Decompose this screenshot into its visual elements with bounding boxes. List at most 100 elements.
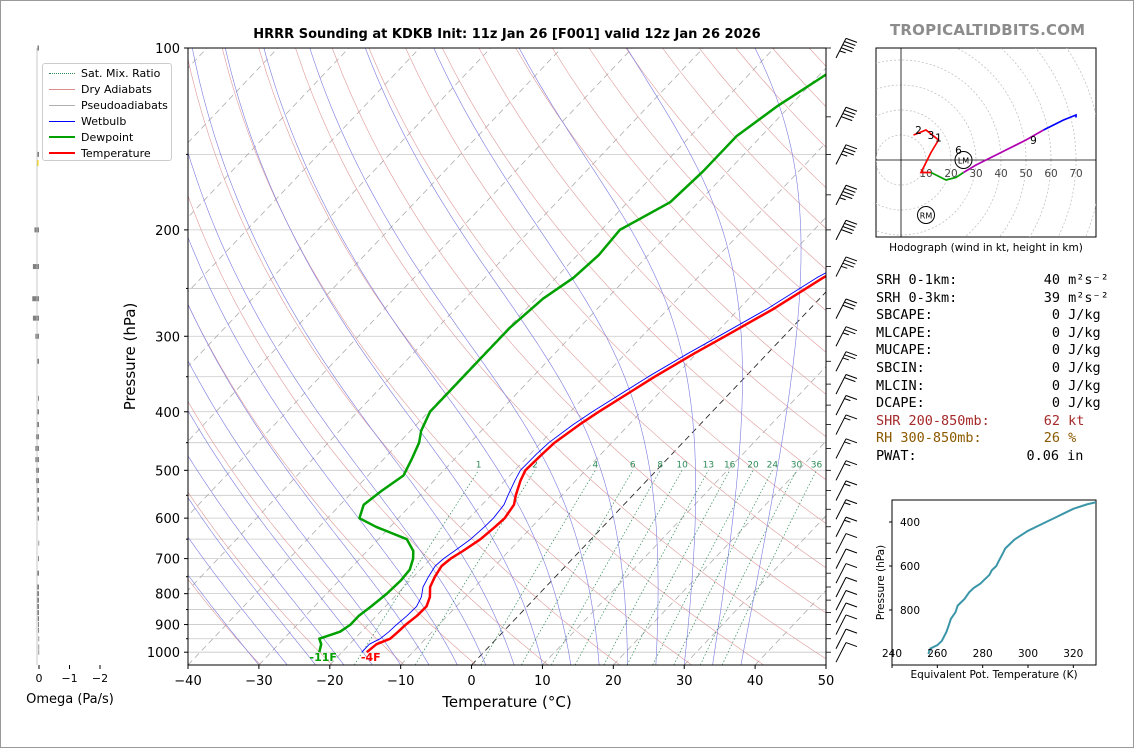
wind-barb-shaft <box>835 395 847 416</box>
wind-barb-shaft <box>835 38 847 59</box>
omega-bar <box>37 506 39 512</box>
mixing-ratio-label: 8 <box>657 460 663 470</box>
wind-barb <box>826 37 858 59</box>
hodograph-ring-label: 40 <box>994 168 1007 180</box>
wind-barb-half <box>844 441 851 445</box>
hodograph-segment <box>913 129 940 174</box>
mixing-ratio-line <box>721 470 817 665</box>
wind-barb-shaft <box>835 602 847 623</box>
wind-barb-feather <box>841 116 853 122</box>
wind-barb-shaft <box>835 185 847 206</box>
stat-label: SHR 200-850mb: <box>876 412 990 429</box>
stat-unit: J/kg <box>1060 324 1101 341</box>
theta-frame <box>891 499 1097 666</box>
mixing-ratio-label: 6 <box>630 460 636 470</box>
dry-adiabat-line <box>188 491 333 665</box>
theta-x-axis-title: Equivalent Pot. Temperature (K) <box>910 669 1077 681</box>
hodograph-marker-label: LM <box>958 157 969 166</box>
x-tick-label: −20 <box>316 674 343 689</box>
x-tick-label: −10 <box>387 674 414 689</box>
dry-adiabat-line <box>515 48 826 395</box>
wind-barb-shaft <box>835 438 847 459</box>
stat-label: DCAPE: <box>876 395 925 412</box>
omega-bar <box>37 603 39 609</box>
wind-barb-feather <box>844 301 856 307</box>
wind-barb-feather <box>845 106 858 112</box>
pseudoadiabat-line <box>225 48 543 665</box>
wind-barb-feather <box>845 628 858 634</box>
wind-barb-shaft <box>835 220 847 241</box>
wind-barb-feather <box>845 548 858 554</box>
stat-value: 62 <box>1043 412 1060 429</box>
isotherm-line <box>188 48 633 517</box>
wind-barb-shaft <box>835 374 847 395</box>
series-line-dewpoint <box>318 73 826 653</box>
wind-barb <box>826 499 858 520</box>
stat-unit: m²s⁻² <box>1060 289 1109 306</box>
wind-barb-feather <box>845 326 858 332</box>
theta-y-tick-label: 400 <box>900 517 920 529</box>
wind-barb-feather <box>845 37 858 43</box>
y-tick-label: 200 <box>155 224 180 239</box>
wind-barb-half <box>844 398 851 402</box>
mixing-ratio-line <box>574 470 683 665</box>
omega-bar <box>35 434 39 440</box>
omega-bar <box>37 584 39 590</box>
pseudoadiabat-line <box>188 455 345 665</box>
wind-barb-shaft <box>835 298 847 319</box>
wind-barb-feather <box>845 460 858 466</box>
mixing-ratio-label: 30 <box>791 460 803 470</box>
omega-bar <box>35 478 39 484</box>
pseudoadiabat-line <box>188 536 288 665</box>
wind-barb-feather <box>845 256 858 262</box>
pseudoadiabat-line <box>188 410 373 665</box>
mixing-ratio-line <box>550 470 661 665</box>
wind-barb-feather <box>842 150 854 156</box>
stat-row: SBCIN: 0 J/kg <box>876 360 1109 378</box>
x-tick-label: 30 <box>676 674 693 689</box>
wind-barb-feather <box>845 298 858 304</box>
theta-x-tick-label: 240 <box>882 648 902 660</box>
stat-value: 0 <box>1051 307 1060 324</box>
hodograph-marker-circle <box>954 151 973 169</box>
pseudoadiabat-line <box>740 48 802 665</box>
wind-barb-shaft <box>835 107 847 128</box>
pseudoadiabat-line <box>188 151 486 665</box>
wind-barb-feather <box>845 414 858 420</box>
pseudoadiabat-line <box>188 236 458 665</box>
isotherm-line <box>329 142 826 665</box>
legend-item-wetbulb: Wetbulb <box>49 113 126 129</box>
wind-barb-feather <box>845 374 858 379</box>
wind-barb-half <box>842 332 849 336</box>
dry-adiabat-line <box>331 48 826 614</box>
wind-barb-shaft <box>835 351 847 372</box>
wind-barb <box>826 628 858 649</box>
wind-barb-shaft <box>835 256 847 277</box>
stat-row: SRH 0-3km: 39 m²s⁻² <box>876 290 1109 308</box>
stat-unit: J/kg <box>1060 307 1101 324</box>
omega-bar <box>38 649 40 655</box>
omega-bar <box>36 597 39 603</box>
legend: Sat. Mix. Ratio Dry Adiabats Pseudoadiab… <box>42 63 172 161</box>
pseudoadiabat-line <box>188 497 316 665</box>
hodograph-height-label: 2 <box>915 125 922 137</box>
omega-bar <box>38 627 39 633</box>
y-tick-label: 100 <box>155 42 180 57</box>
stat-label: SRH 0-3km: <box>876 289 958 306</box>
wind-barb <box>826 184 858 206</box>
mixing-ratio-line <box>699 470 797 665</box>
y-tick-label: 300 <box>155 330 180 345</box>
stat-label: MLCIN: <box>876 377 925 394</box>
stat-value: 26 <box>1043 430 1060 447</box>
wind-barb-feather <box>845 516 858 522</box>
wind-barb-feather <box>845 533 858 539</box>
wind-barb-feather <box>845 642 858 648</box>
omega-x-tick-label: 0 <box>36 672 43 685</box>
omega-x-tick-label: −2 <box>92 672 108 685</box>
x-tick-label: 40 <box>747 674 764 689</box>
wind-barb-shaft <box>835 548 847 569</box>
wind-barb <box>826 256 858 277</box>
wind-barb-shaft <box>835 414 847 435</box>
omega-bar <box>37 45 39 51</box>
